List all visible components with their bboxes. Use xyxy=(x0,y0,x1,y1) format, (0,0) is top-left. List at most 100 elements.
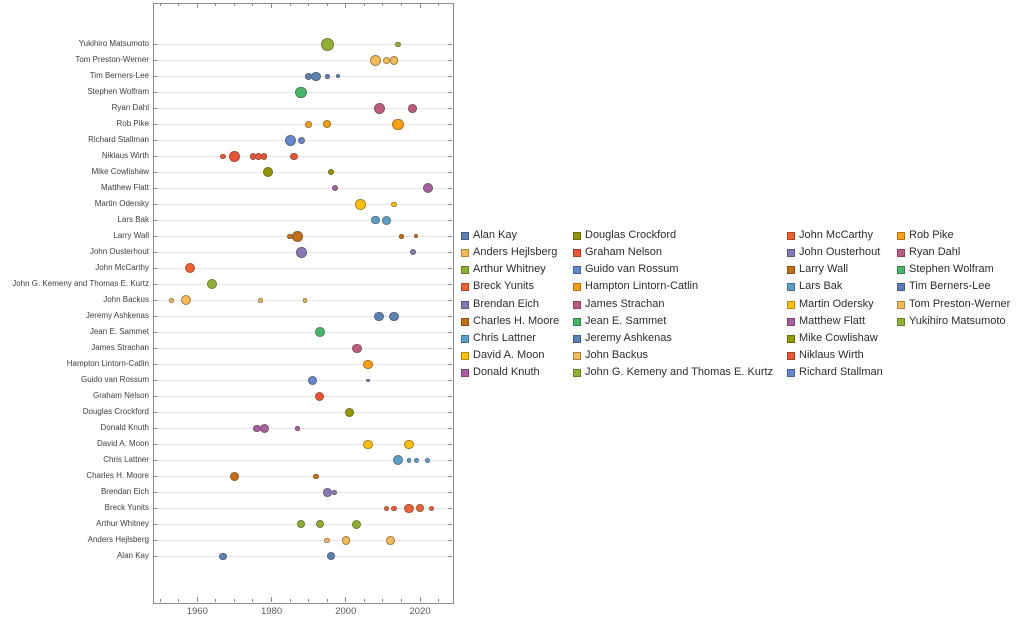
legend-color-swatch xyxy=(573,249,581,258)
legend-label: Brendan Eich xyxy=(473,297,540,310)
row-gridline xyxy=(153,459,452,461)
bubble xyxy=(324,74,330,79)
legend-label: Charles H. Moore xyxy=(473,314,560,327)
x-tick-minor-top xyxy=(308,3,310,6)
x-axis-tick-label: 1980 xyxy=(260,606,283,617)
y-tick-left xyxy=(153,43,157,45)
row-gridline xyxy=(153,379,452,381)
bubble xyxy=(408,104,417,113)
bubble xyxy=(331,185,338,192)
bubble xyxy=(220,153,227,160)
row-gridline xyxy=(153,363,452,365)
y-axis-category-label: James Strachan xyxy=(91,343,149,353)
bubble xyxy=(169,298,174,303)
y-axis-category-label: Douglas Crockford xyxy=(82,407,149,417)
y-tick-left xyxy=(153,171,157,173)
y-axis-category-label: Stephen Wolfram xyxy=(87,87,149,97)
x-tick-minor-top xyxy=(326,3,328,6)
bubble xyxy=(262,167,274,178)
legend-label: Guido van Rossum xyxy=(585,263,679,276)
bubble xyxy=(259,423,269,433)
y-axis-category-label: Charles H. Moore xyxy=(86,471,149,481)
legend-color-swatch xyxy=(461,300,469,309)
legend-color-swatch xyxy=(897,317,905,326)
x-axis-tick-label: 2020 xyxy=(409,606,431,617)
bubble xyxy=(352,343,362,354)
legend-color-swatch xyxy=(787,283,795,292)
legend-color-swatch xyxy=(461,283,469,292)
y-axis-category-label: David A. Moon xyxy=(96,439,149,449)
x-tick-minor-top xyxy=(159,3,161,6)
y-axis-category-label: John Ousterhout xyxy=(89,247,149,257)
y-tick-right xyxy=(448,155,452,157)
bubble xyxy=(391,201,397,208)
x-tick-minor-top xyxy=(382,3,384,6)
legend-label: Jean E. Sammet xyxy=(585,314,667,327)
legend-label: Chris Lattner xyxy=(473,331,536,344)
y-tick-right xyxy=(448,235,452,237)
y-axis-category-label: Jeremy Ashkenas xyxy=(85,311,149,321)
y-tick-left xyxy=(153,363,157,365)
bubble xyxy=(389,311,399,322)
bubble xyxy=(229,151,240,162)
bubble xyxy=(374,311,385,322)
bubble xyxy=(295,86,308,99)
plot-frame xyxy=(153,3,454,604)
y-axis-category-label: Richard Stallman xyxy=(88,135,149,145)
legend-color-swatch xyxy=(461,317,469,326)
legend-color-swatch xyxy=(461,249,469,258)
y-tick-left xyxy=(153,475,157,477)
y-tick-left xyxy=(153,139,157,141)
legend-label: John McCarthy xyxy=(799,229,873,241)
y-tick-left xyxy=(153,187,157,189)
row-gridline xyxy=(153,491,452,493)
bubble xyxy=(314,327,325,338)
row-gridline xyxy=(153,123,452,125)
y-tick-right xyxy=(448,411,452,413)
legend-label: John G. Kemeny and Thomas E. Kurtz xyxy=(585,366,774,379)
y-tick-right xyxy=(448,379,452,381)
legend-color-swatch xyxy=(787,232,795,240)
legend-label: Alan Kay xyxy=(473,229,518,241)
x-tick-minor xyxy=(233,599,235,602)
y-tick-right xyxy=(448,171,452,173)
legend-color-swatch xyxy=(897,266,905,275)
y-tick-left xyxy=(153,91,157,93)
y-axis-category-label: Mike Cowlishaw xyxy=(91,167,149,177)
bubble xyxy=(313,473,319,479)
x-tick-minor-top xyxy=(438,3,440,6)
y-tick-left xyxy=(153,347,157,349)
bubble xyxy=(415,504,425,513)
x-tick-minor xyxy=(289,599,291,602)
x-tick-major xyxy=(419,597,421,602)
y-tick-right xyxy=(448,443,452,445)
bubble xyxy=(332,490,337,495)
bubble xyxy=(292,231,303,242)
y-tick-right xyxy=(448,475,452,477)
legend-label: Richard Stallman xyxy=(799,366,883,379)
legend-label: Hampton Lintorn-Catlin xyxy=(585,280,699,293)
legend-label: Jeremy Ashkenas xyxy=(585,331,672,344)
y-tick-right xyxy=(448,539,452,541)
x-tick-major-top xyxy=(419,3,421,8)
y-axis-category-label: Niklaus Wirth xyxy=(101,151,149,161)
x-tick-minor xyxy=(308,599,310,602)
bubble xyxy=(302,298,308,303)
bubble xyxy=(428,505,434,511)
legend-label: Anders Hejlsberg xyxy=(473,246,558,259)
legend-color-swatch xyxy=(787,249,795,258)
row-gridline xyxy=(153,347,452,349)
bubble xyxy=(389,56,399,65)
bubble xyxy=(184,263,196,274)
x-tick-minor xyxy=(178,599,180,602)
legend-label: Rob Pike xyxy=(909,229,954,241)
bubble xyxy=(295,247,307,258)
y-tick-right xyxy=(448,75,452,77)
legend-color-swatch xyxy=(573,283,581,292)
legend-label: Douglas Crockford xyxy=(585,229,677,241)
bubble xyxy=(369,54,382,67)
row-gridline xyxy=(153,395,452,397)
bubble xyxy=(305,121,312,128)
legend-label: David A. Moon xyxy=(473,349,545,362)
y-tick-left xyxy=(153,379,157,381)
